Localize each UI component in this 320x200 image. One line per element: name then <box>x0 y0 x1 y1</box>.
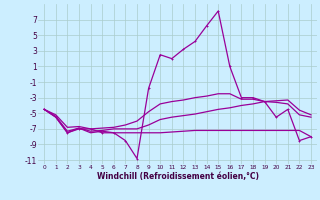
X-axis label: Windchill (Refroidissement éolien,°C): Windchill (Refroidissement éolien,°C) <box>97 172 259 181</box>
